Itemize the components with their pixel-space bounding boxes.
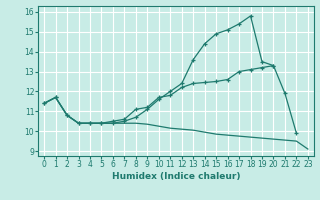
X-axis label: Humidex (Indice chaleur): Humidex (Indice chaleur): [112, 172, 240, 181]
